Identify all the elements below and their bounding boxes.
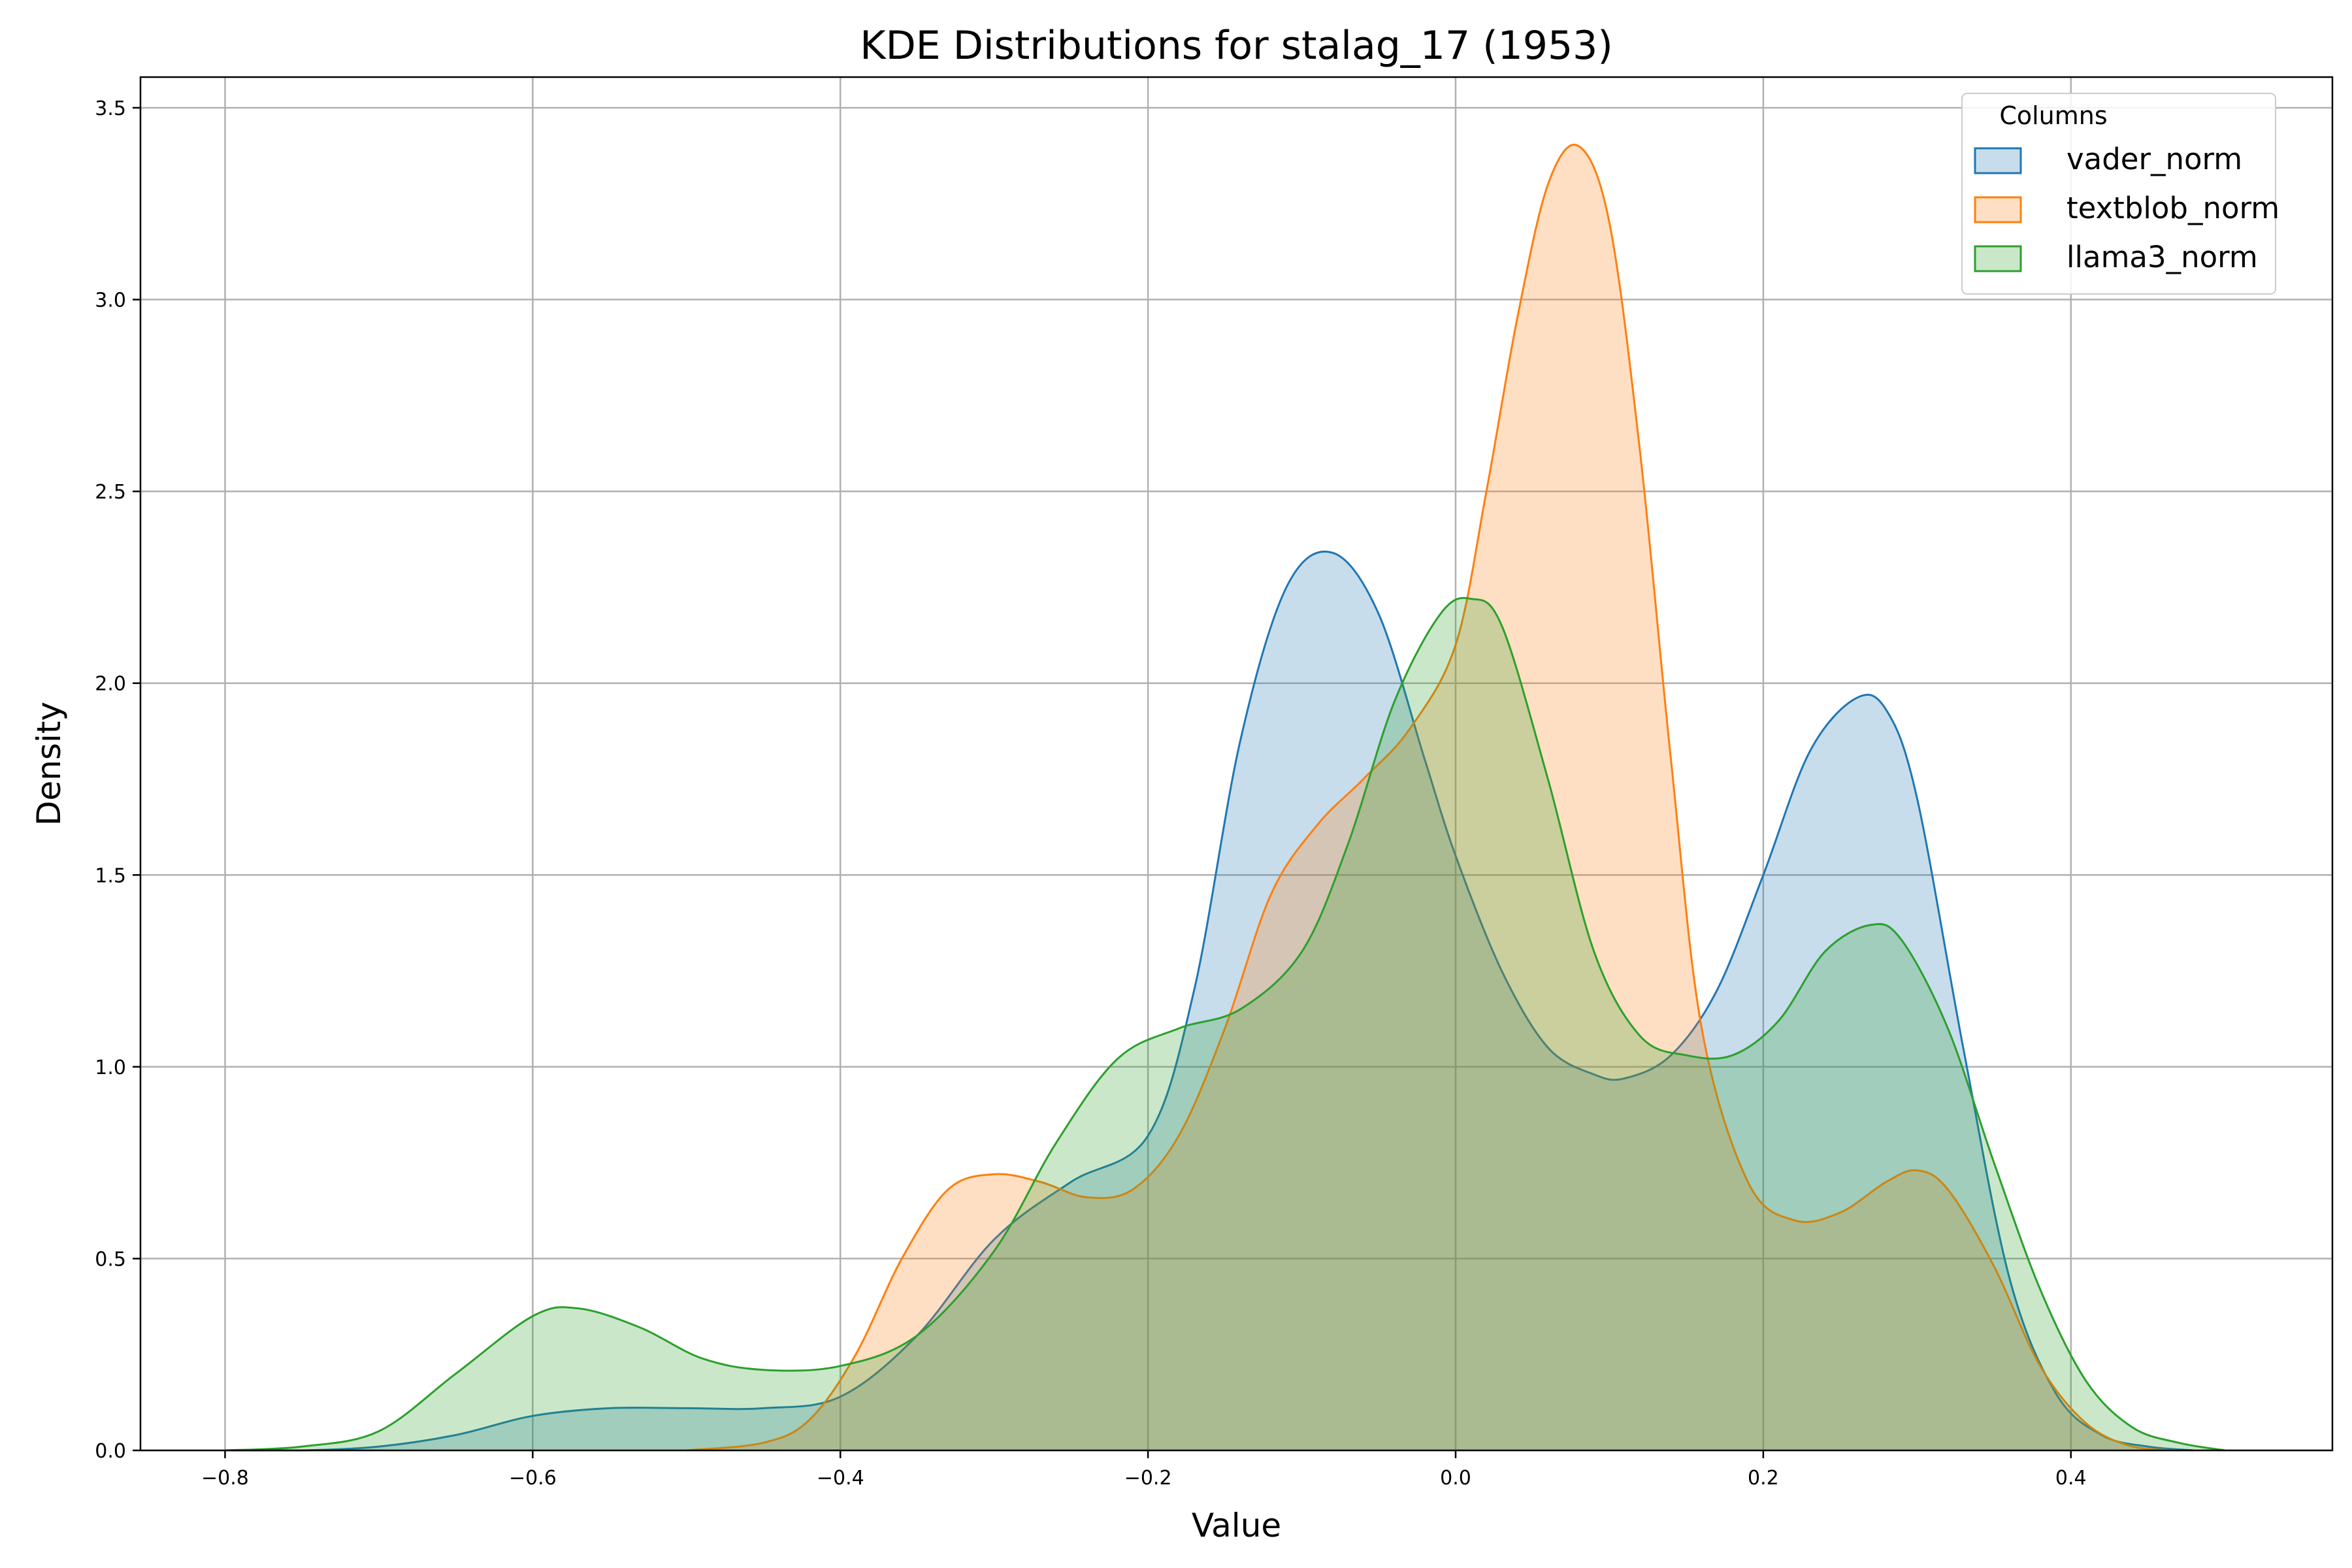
legend-swatch-llama3_norm: [1974, 245, 2022, 272]
x-tick-label: −0.2: [1124, 1467, 1172, 1490]
x-axis-label: Value: [1192, 1507, 1281, 1544]
legend: Columns vader_norm textblob_norm llama3_no…: [1961, 93, 2279, 295]
legend-swatch-textblob_norm: [1974, 196, 2022, 223]
series-layer: [225, 144, 2225, 1452]
series-line-textblob_norm: [686, 144, 2179, 1452]
ticks: −0.8 −0.6 −0.4 −0.2 0.0 0.2 0.4 0.0 0.5 1.0 1.5 2.0…: [95, 97, 2086, 1490]
chart-title: KDE Distributions for stalag_17 (1953): [860, 23, 1612, 69]
series-line-vader_norm: [225, 550, 2195, 1452]
series-area-vader_norm: [225, 551, 2195, 1450]
legend-swatch-vader_norm: [1974, 147, 2022, 174]
y-tick-label: 0.0: [95, 1440, 126, 1463]
series-area-textblob_norm: [686, 144, 2179, 1451]
y-tick-label: 2.5: [95, 481, 126, 504]
plot-frame: [139, 76, 2334, 1452]
x-tick-label: 0.4: [2055, 1467, 2087, 1490]
x-tick-label: −0.4: [817, 1467, 864, 1490]
y-tick-label: 0.5: [95, 1248, 126, 1271]
y-tick-label: 3.0: [95, 289, 126, 312]
x-tick-label: 0.2: [1748, 1467, 1779, 1490]
y-tick-label: 2.0: [95, 673, 126, 696]
y-axis-label: Density: [30, 702, 68, 826]
legend-label-textblob_norm: textblob_norm: [2066, 191, 2279, 225]
legend-box: [1961, 93, 2276, 295]
legend-label-vader_norm: vader_norm: [2066, 142, 2242, 176]
y-tick-label: 1.0: [95, 1056, 126, 1079]
series-area-llama3_norm: [225, 598, 2225, 1451]
legend-label-llama3_norm: llama3_norm: [2066, 240, 2258, 274]
y-tick-label: 3.5: [95, 97, 126, 120]
x-tick-label: −0.6: [509, 1467, 557, 1490]
x-tick-label: 0.0: [1440, 1467, 1471, 1490]
series-line-llama3_norm: [225, 596, 2225, 1452]
x-tick-label: −0.8: [201, 1467, 249, 1490]
legend-title: Columns: [1999, 101, 2107, 130]
y-tick-label: 1.5: [95, 864, 126, 887]
